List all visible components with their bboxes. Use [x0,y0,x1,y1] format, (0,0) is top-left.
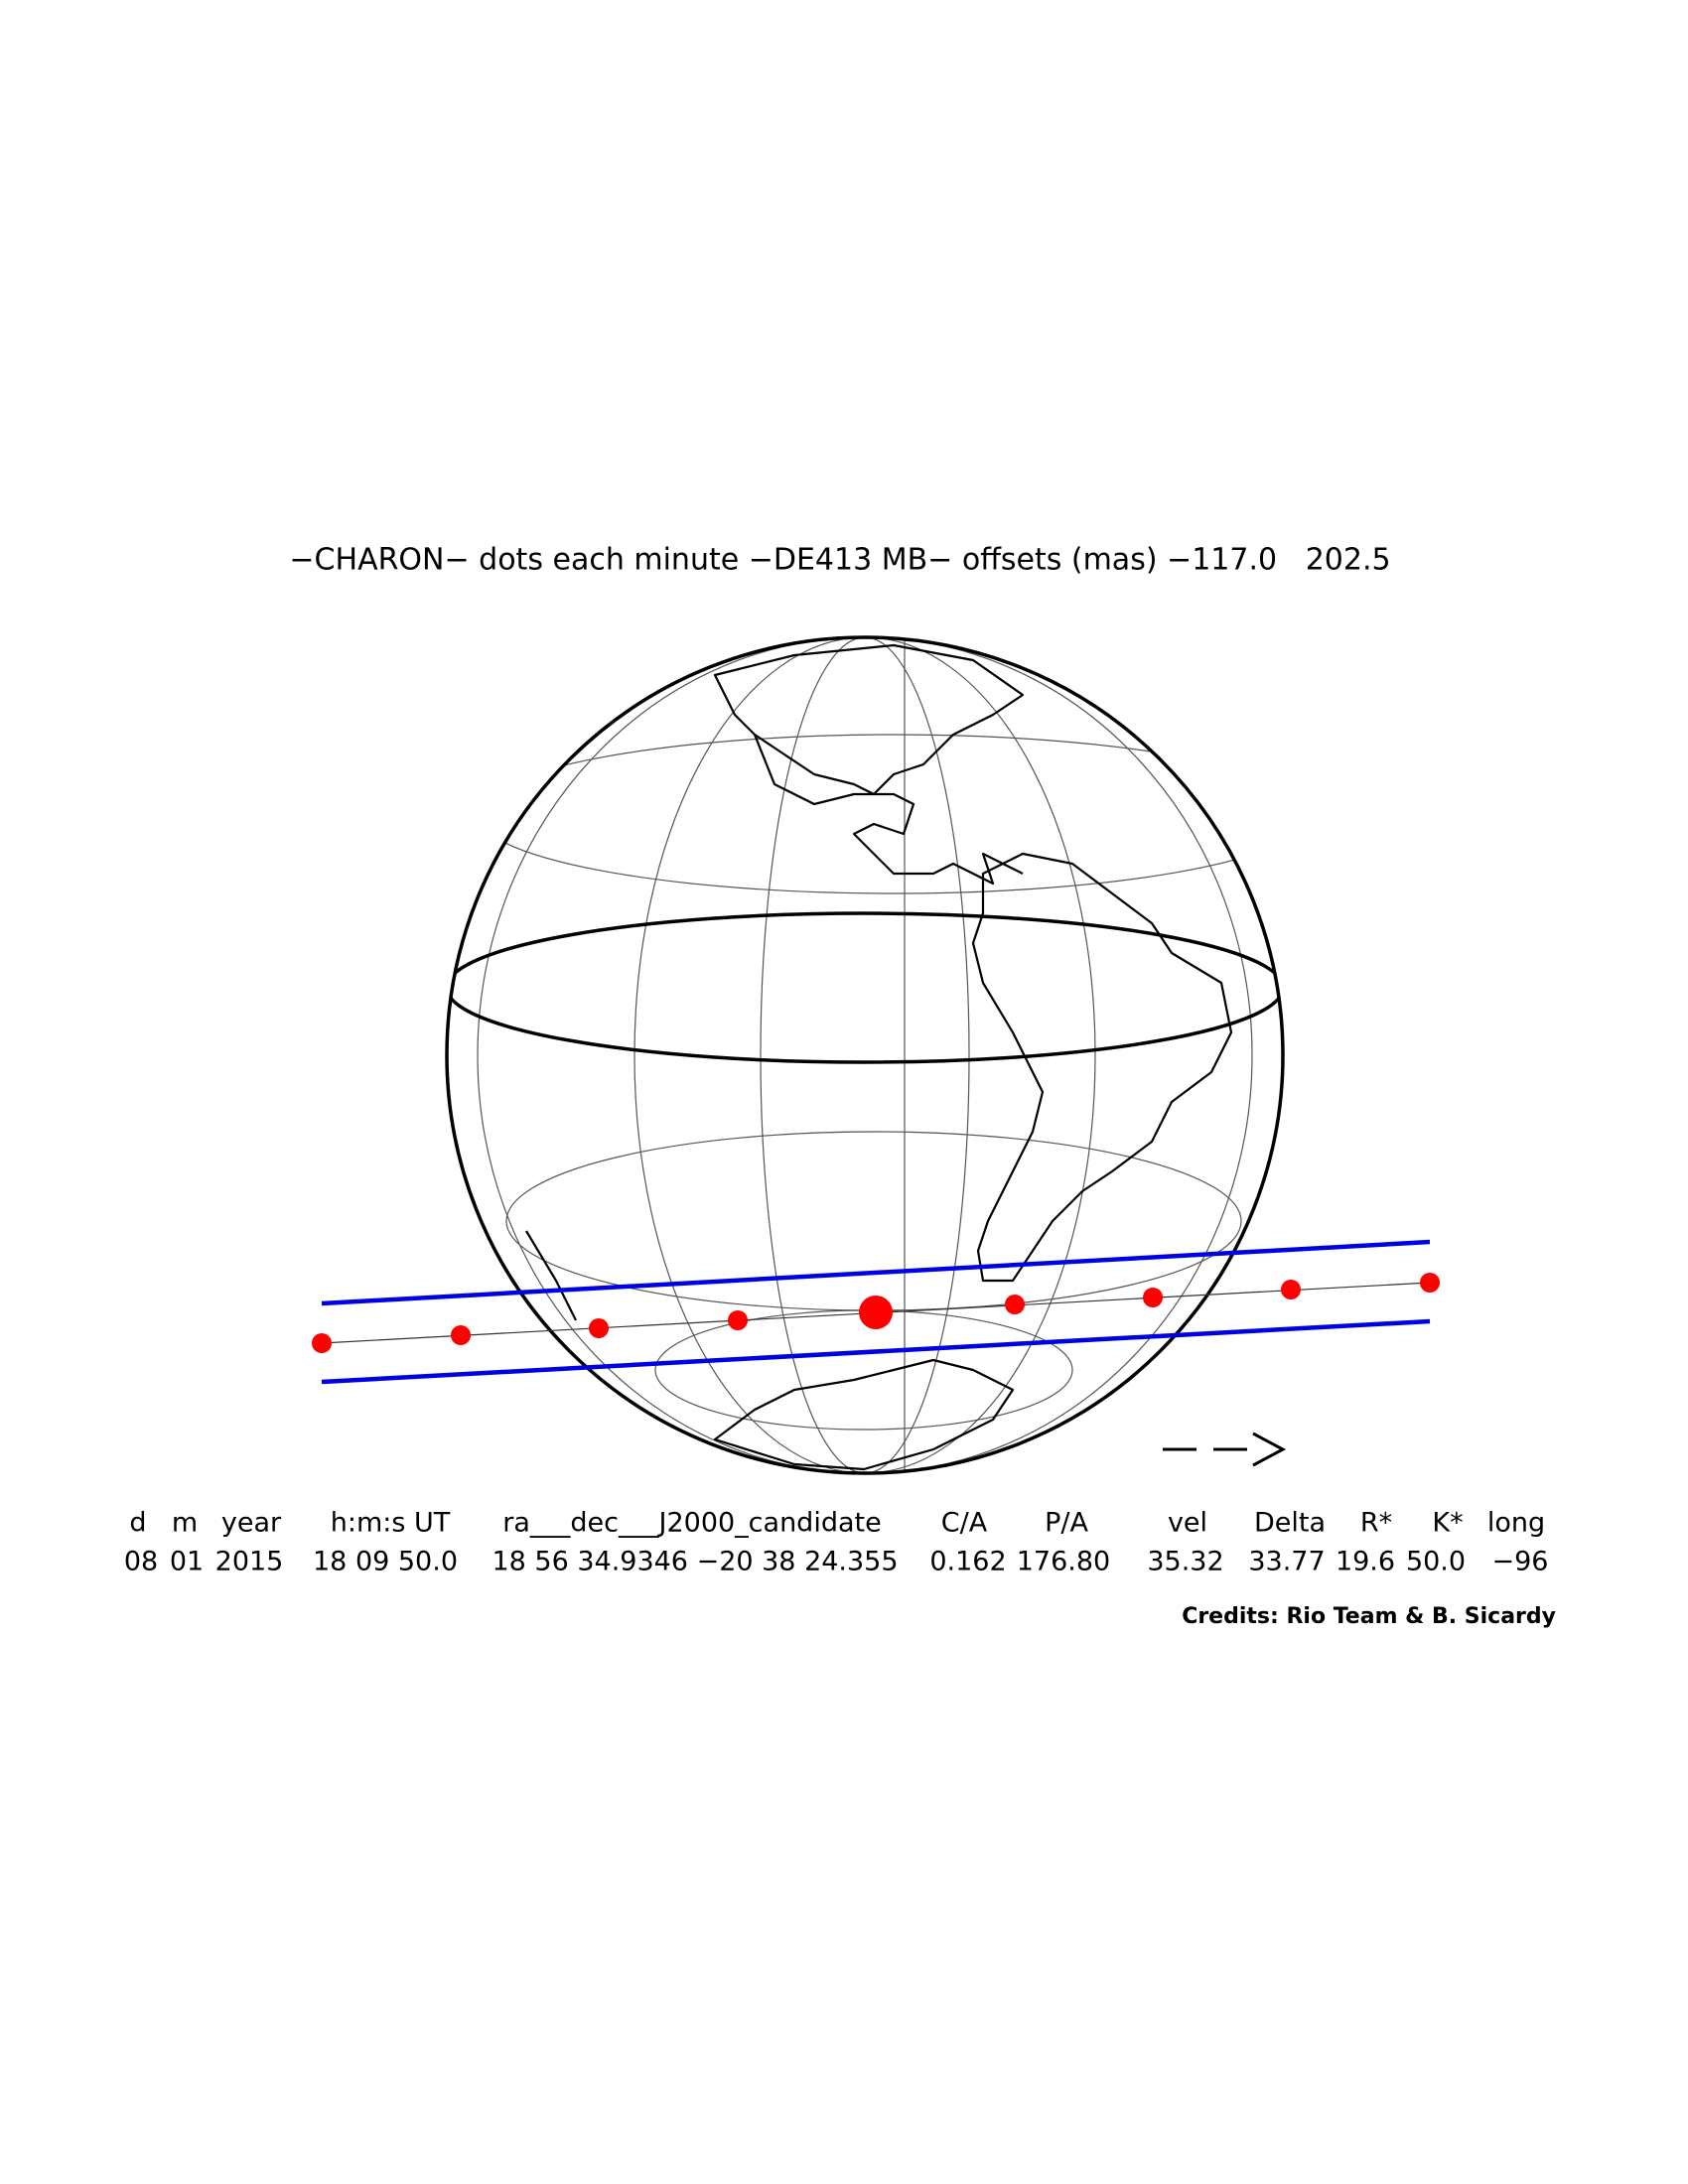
table-header: d [129,1508,146,1539]
credits: Credits: Rio Team & B. Sicardy [1182,1604,1556,1629]
title: −CHARON− dots each minute −DE413 MB− off… [289,543,1390,578]
table-cell: 2015 [215,1547,284,1577]
table-header: P/A [1045,1508,1088,1539]
table-cell: 0.162 [929,1547,1006,1577]
table-cell: 35.32 [1147,1547,1223,1577]
shadow-path [312,1239,1440,1385]
table-cell: −96 [1492,1547,1549,1577]
table-cell: 50.0 [1406,1547,1466,1577]
table-header: vel [1168,1508,1207,1539]
table-header: m [172,1508,198,1539]
table-header: R* [1360,1508,1392,1539]
table-header: K* [1432,1508,1463,1539]
globe [445,635,1285,1475]
table-cell: 33.77 [1248,1547,1325,1577]
info-table: d m year h:m:s UT ra___dec___J2000_candidate… [124,1508,1549,1577]
table-header: Delta [1254,1508,1326,1539]
table-header: year [221,1508,282,1539]
table-cell: 176.80 [1017,1547,1110,1577]
table-cell: 01 [170,1547,204,1577]
table-header: h:m:s UT [331,1508,451,1539]
table-cell: 18 56 34.9346 −20 38 24.355 [492,1547,898,1577]
table-cell: 08 [124,1547,158,1577]
table-header: long [1487,1508,1545,1539]
table-cell: 18 09 50.0 [313,1547,458,1577]
direction-arrow [1163,1432,1287,1467]
table-header: C/A [941,1508,988,1539]
table-cell: 19.6 [1336,1547,1395,1577]
table-header: ra___dec___J2000_candidate [502,1508,881,1539]
